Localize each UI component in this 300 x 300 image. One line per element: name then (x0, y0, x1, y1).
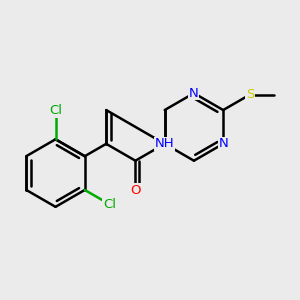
Text: O: O (130, 184, 141, 197)
Text: N: N (218, 137, 228, 150)
Text: N: N (189, 87, 199, 100)
Text: NH: NH (155, 137, 175, 150)
Text: S: S (246, 88, 254, 101)
Text: Cl: Cl (103, 198, 116, 211)
Text: Cl: Cl (49, 104, 62, 117)
